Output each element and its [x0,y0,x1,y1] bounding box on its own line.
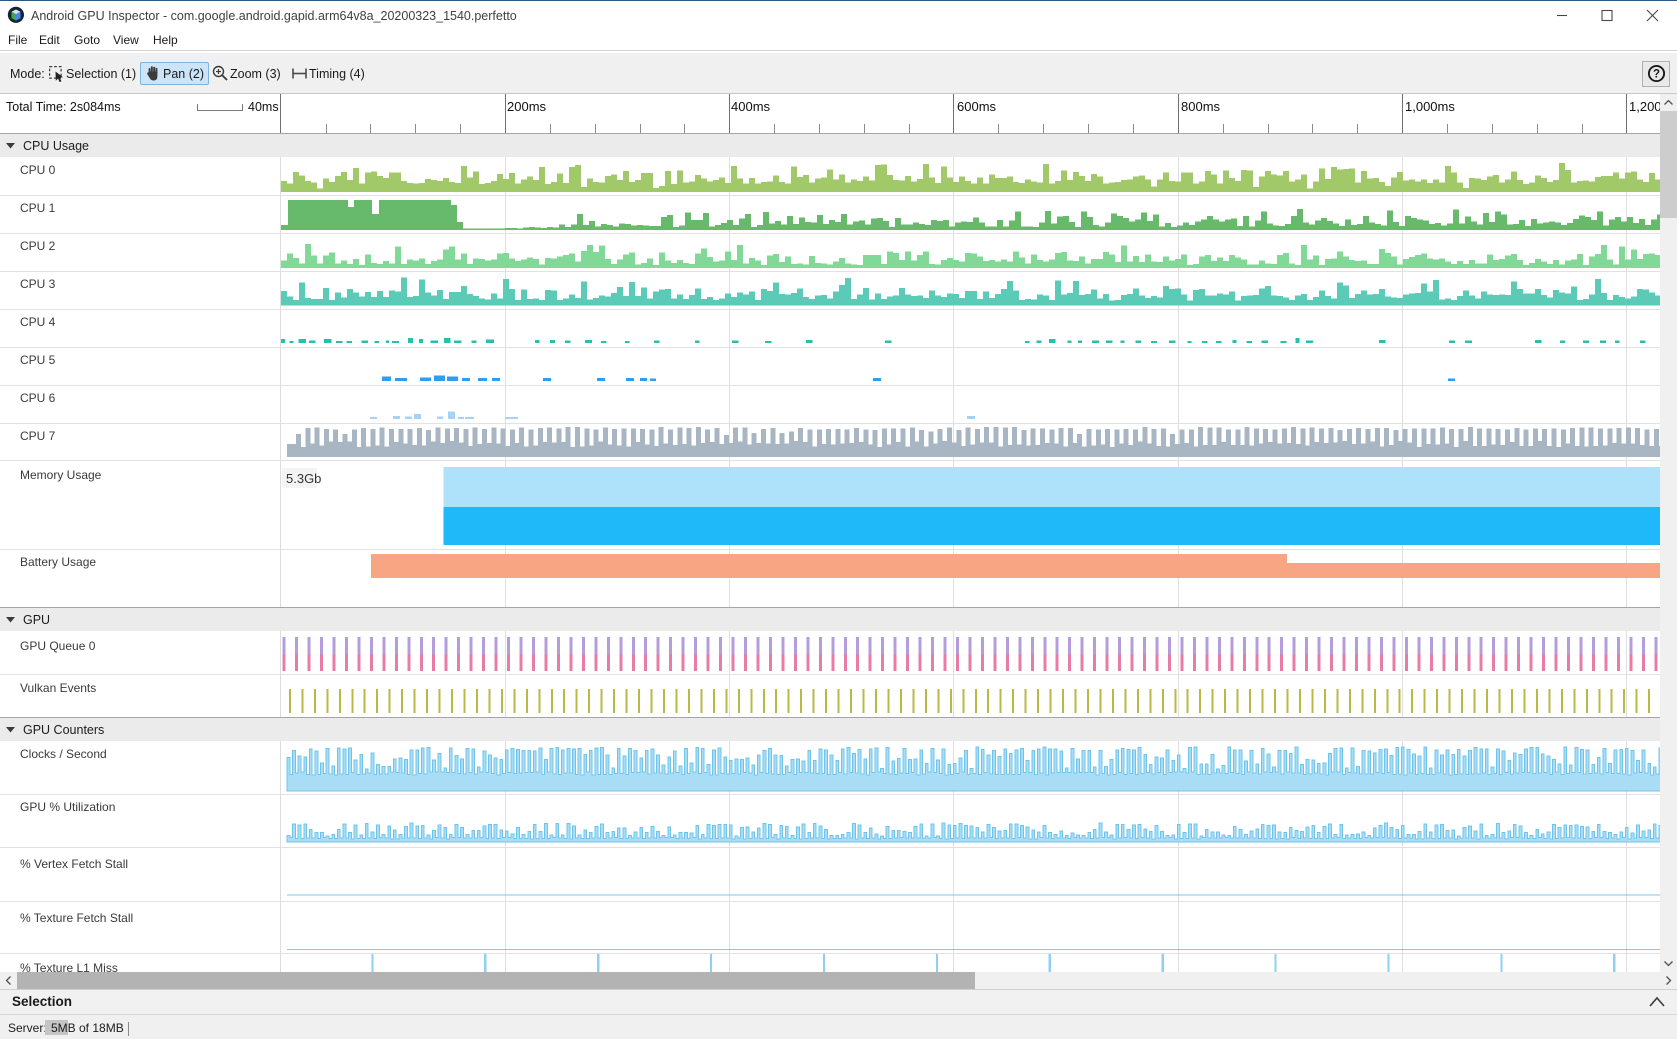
svg-text:?: ? [1653,69,1660,81]
